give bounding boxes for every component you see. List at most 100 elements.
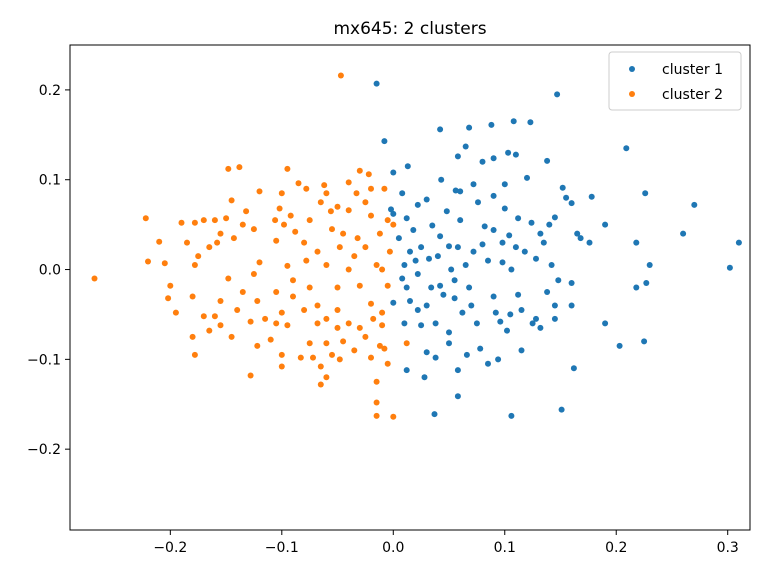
point-cluster-1-110 <box>602 320 609 327</box>
point-cluster-1-138 <box>508 412 515 419</box>
point-cluster-1-59 <box>407 248 413 255</box>
point-cluster-2-107 <box>379 322 386 329</box>
x-tick-label: 0.0 <box>382 540 404 556</box>
point-cluster-2-117 <box>254 342 261 349</box>
point-cluster-2-6 <box>345 179 352 186</box>
point-cluster-1-87 <box>428 284 435 291</box>
point-cluster-2-21 <box>334 203 341 210</box>
point-cluster-2-35 <box>142 215 149 222</box>
point-cluster-2-2 <box>225 165 232 172</box>
point-cluster-2-89 <box>200 313 207 320</box>
point-cluster-2-60 <box>256 259 263 266</box>
point-cluster-2-79 <box>189 293 196 300</box>
x-tick-label: 0.3 <box>717 540 739 556</box>
point-cluster-1-15 <box>544 157 551 164</box>
point-cluster-2-49 <box>273 237 280 244</box>
point-cluster-2-12 <box>368 185 374 192</box>
point-cluster-1-34 <box>475 199 481 206</box>
point-cluster-2-57 <box>161 260 168 267</box>
point-cluster-2-65 <box>373 262 380 268</box>
point-cluster-1-128 <box>616 342 623 349</box>
point-cluster-2-3 <box>284 165 291 172</box>
point-cluster-1-17 <box>390 169 397 176</box>
point-cluster-1-11 <box>512 151 519 158</box>
point-cluster-1-14 <box>490 155 497 162</box>
point-cluster-1-91 <box>490 293 497 300</box>
point-cluster-2-47 <box>214 239 221 246</box>
point-cluster-2-28 <box>272 217 279 224</box>
y-tick-label: −0.2 <box>27 442 61 458</box>
point-cluster-1-19 <box>452 187 459 194</box>
point-cluster-1-103 <box>468 302 475 309</box>
point-cluster-2-104 <box>334 324 341 331</box>
point-cluster-1-78 <box>448 266 455 273</box>
point-cluster-2-112 <box>323 340 330 347</box>
point-cluster-2-80 <box>217 298 224 304</box>
point-cluster-1-52 <box>537 230 544 237</box>
point-cluster-1-40 <box>574 230 581 237</box>
point-cluster-1-88 <box>437 282 444 289</box>
point-cluster-1-72 <box>646 262 653 268</box>
point-cluster-1-2 <box>437 126 444 133</box>
point-cluster-2-42 <box>340 230 347 237</box>
point-cluster-2-133 <box>373 399 380 406</box>
point-cluster-1-86 <box>414 271 421 277</box>
point-cluster-2-27 <box>239 221 246 228</box>
point-cluster-1-37 <box>515 215 522 222</box>
point-cluster-1-116 <box>473 320 480 327</box>
point-cluster-2-0 <box>337 72 344 79</box>
point-cluster-1-64 <box>470 248 477 255</box>
point-cluster-2-82 <box>254 298 261 304</box>
point-cluster-2-53 <box>351 253 358 260</box>
point-cluster-2-77 <box>384 282 391 289</box>
point-cluster-1-94 <box>568 280 575 286</box>
point-cluster-1-33 <box>443 208 450 215</box>
point-cluster-1-16 <box>404 163 411 170</box>
point-cluster-2-26 <box>223 215 230 222</box>
points-layer <box>91 72 742 420</box>
point-cluster-2-71 <box>250 271 257 277</box>
point-cluster-1-92 <box>515 291 522 298</box>
point-cluster-1-117 <box>497 318 504 325</box>
point-cluster-2-56 <box>145 258 151 265</box>
point-cluster-1-38 <box>546 221 553 228</box>
point-cluster-2-129 <box>247 372 254 379</box>
point-cluster-2-101 <box>273 320 280 327</box>
point-cluster-2-131 <box>323 374 330 381</box>
point-cluster-1-84 <box>399 275 406 282</box>
point-cluster-1-132 <box>432 354 439 361</box>
point-cluster-1-0 <box>373 80 380 87</box>
point-cluster-2-72 <box>273 289 280 295</box>
point-cluster-2-73 <box>290 277 296 284</box>
point-cluster-1-114 <box>446 329 452 336</box>
point-cluster-1-50 <box>506 232 513 239</box>
point-cluster-2-19 <box>287 212 294 219</box>
point-cluster-2-7 <box>295 180 302 187</box>
point-cluster-2-48 <box>230 235 237 242</box>
point-cluster-2-76 <box>356 282 363 289</box>
point-cluster-1-27 <box>588 193 595 200</box>
point-cluster-1-65 <box>479 241 486 248</box>
point-cluster-1-44 <box>403 215 410 222</box>
ticks-layer: −0.2 −0.1 0.0 0.1 0.2 0.3 −0.2 −0.1 0.0 0.1 0.2 <box>27 83 739 556</box>
point-cluster-2-103 <box>314 320 321 327</box>
point-cluster-2-13 <box>381 185 388 192</box>
point-cluster-2-68 <box>167 282 174 289</box>
point-cluster-2-130 <box>317 381 324 388</box>
point-cluster-1-36 <box>501 205 508 212</box>
point-cluster-2-81 <box>239 289 246 295</box>
point-cluster-1-124 <box>463 351 470 358</box>
point-cluster-2-55 <box>386 248 393 255</box>
point-cluster-2-94 <box>301 307 308 313</box>
point-cluster-1-136 <box>454 393 461 400</box>
point-cluster-1-10 <box>505 149 512 156</box>
point-cluster-2-29 <box>281 221 287 228</box>
point-cluster-1-71 <box>548 262 555 268</box>
point-cluster-1-123 <box>446 340 452 347</box>
point-cluster-1-111 <box>401 320 408 327</box>
point-cluster-1-60 <box>418 244 425 251</box>
point-cluster-1-90 <box>466 284 473 291</box>
point-cluster-2-36 <box>178 219 185 226</box>
point-cluster-2-74 <box>306 284 313 291</box>
point-cluster-2-87 <box>379 309 386 316</box>
